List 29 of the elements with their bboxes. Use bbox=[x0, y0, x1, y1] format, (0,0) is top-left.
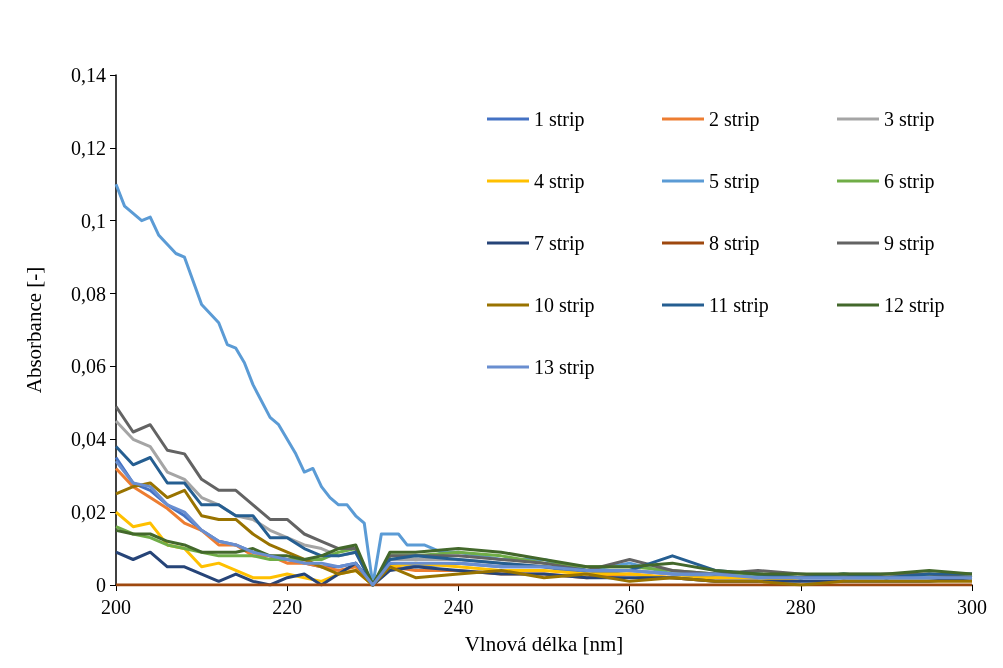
legend-label: 1 strip bbox=[534, 108, 585, 131]
legend-label: 10 strip bbox=[534, 294, 595, 317]
legend-label: 3 strip bbox=[884, 108, 935, 131]
x-tick-label: 220 bbox=[272, 596, 303, 618]
legend-label: 6 strip bbox=[884, 170, 935, 193]
legend-label: 9 strip bbox=[884, 232, 935, 255]
x-tick-label: 200 bbox=[101, 596, 131, 618]
x-tick-label: 260 bbox=[614, 596, 645, 618]
legend-label: 5 strip bbox=[709, 170, 760, 193]
y-tick-label: 0,06 bbox=[71, 355, 106, 378]
legend-label: 13 strip bbox=[534, 356, 595, 379]
legend-label: 4 strip bbox=[534, 170, 585, 193]
legend-label: 8 strip bbox=[709, 232, 760, 255]
y-tick-label: 0,02 bbox=[71, 501, 106, 524]
y-tick-label: 0,14 bbox=[71, 64, 106, 86]
y-axis-title: Absorbance [-] bbox=[21, 266, 46, 394]
legend-label: 12 strip bbox=[884, 294, 945, 317]
y-tick-label: 0,1 bbox=[81, 209, 106, 232]
y-tick-label: 0,12 bbox=[71, 136, 106, 159]
legend-label: 2 strip bbox=[709, 108, 760, 131]
x-tick-label: 280 bbox=[785, 596, 816, 618]
y-tick-label: 0,04 bbox=[71, 428, 106, 451]
x-tick-label: 240 bbox=[443, 596, 474, 618]
y-tick-label: 0 bbox=[96, 574, 106, 596]
x-axis-title: Vlnová délka [nm] bbox=[464, 631, 624, 656]
y-tick-label: 0,08 bbox=[71, 282, 106, 305]
legend-label: 7 strip bbox=[534, 232, 585, 255]
legend-label: 11 strip bbox=[709, 294, 769, 317]
x-tick-label: 300 bbox=[957, 596, 987, 618]
